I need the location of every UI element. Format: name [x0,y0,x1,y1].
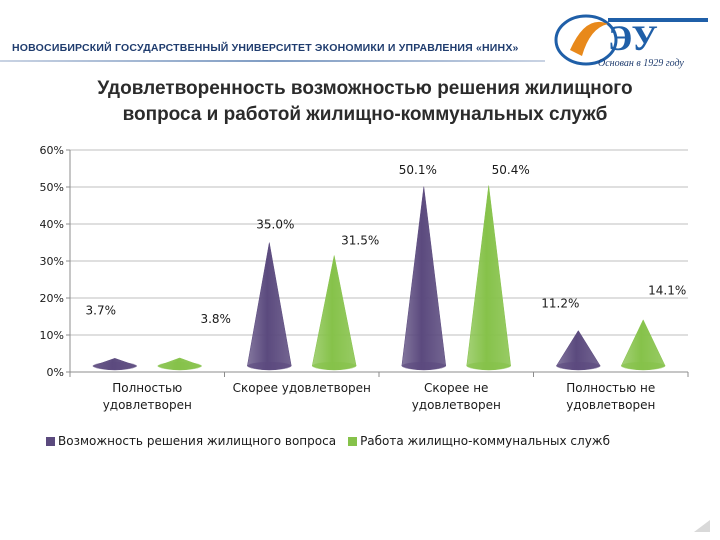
cone-base [621,362,666,370]
cone-base [466,362,511,370]
cone-bar [247,242,292,371]
university-name: НОВОСИБИРСКИЙ ГОСУДАРСТВЕННЫЙ УНИВЕРСИТЕ… [12,42,519,54]
chart-marks [92,185,666,371]
x-tick-label: Полностью не [566,381,655,395]
legend-item: Возможность решения жилищного вопроса [46,434,336,448]
legend-item: Работа жилищно-коммунальных служб [348,434,610,448]
cone-bar-chart: 0% 10% 20% 30% 40% 50% 60% 3.7% 3.8% Полностью удо… [40,144,689,412]
chart-title-line-1: Удовлетворенность возможностью решения ж… [97,78,633,99]
chart-title-line-2: вопроса и работой жилищно-коммунальных с… [122,104,608,125]
cone-base [247,362,292,370]
legend-swatch [348,436,358,446]
chart-axes [66,149,689,377]
cone-base [157,362,202,370]
data-label: 14.1% [648,283,686,297]
chart-title: Удовлетворенность возможностью решения ж… [20,76,710,128]
cone-bar [466,185,511,371]
cone-bar [311,255,357,371]
y-tick-label: 30% [40,255,64,268]
chart-grid [70,149,688,336]
y-tick-label: 0% [47,366,64,379]
legend-label: Работа жилищно-коммунальных служб [360,434,611,448]
x-tick-label: Скорее удовлетворен [233,381,371,395]
x-tick-label: Полностью [112,381,182,395]
page-corner-mark [694,520,710,532]
y-tick-label: 10% [40,329,64,342]
header-divider [0,60,545,62]
corner-triangle [694,520,710,532]
data-label: 3.7% [86,304,117,318]
chart-legend: Возможность решения жилищного вопроса Раб… [46,434,706,452]
y-tick-label: 20% [40,292,64,305]
slide-header: НОВОСИБИРСКИЙ ГОСУДАРСТВЕННЫЙ УНИВЕРСИТЕ… [0,0,720,80]
svg-text:ЭУ: ЭУ [608,18,657,58]
legend-label: Возможность решения жилищного вопроса [58,434,337,448]
university-logo: ЭУ [554,14,708,66]
cone-base [556,362,601,370]
cone-base [92,362,137,370]
x-tick-label: удовлетворен [566,398,655,412]
data-label: 50.1% [399,163,437,177]
cone-bar [401,186,447,371]
legend-swatch [46,436,55,446]
y-tick-label: 50% [40,181,64,194]
data-label: 11.2% [541,296,579,310]
data-label: 50.4% [492,163,530,177]
x-tick-label: удовлетворен [103,398,192,412]
y-tick-label: 40% [40,218,64,231]
y-tick-label: 60% [40,144,64,157]
x-tick-label: Скорее не [424,381,488,395]
logo-tagline: Основан в 1929 году [598,58,684,69]
x-tick-label: удовлетворен [412,398,501,412]
data-label: 3.8% [200,312,231,326]
cone-base [401,362,446,370]
chart-labels: 0% 10% 20% 30% 40% 50% 60% 3.7% 3.8% Полностью удо… [40,144,687,412]
cone-base [312,362,357,370]
data-label: 31.5% [341,233,379,247]
data-label: 35.0% [256,217,294,231]
